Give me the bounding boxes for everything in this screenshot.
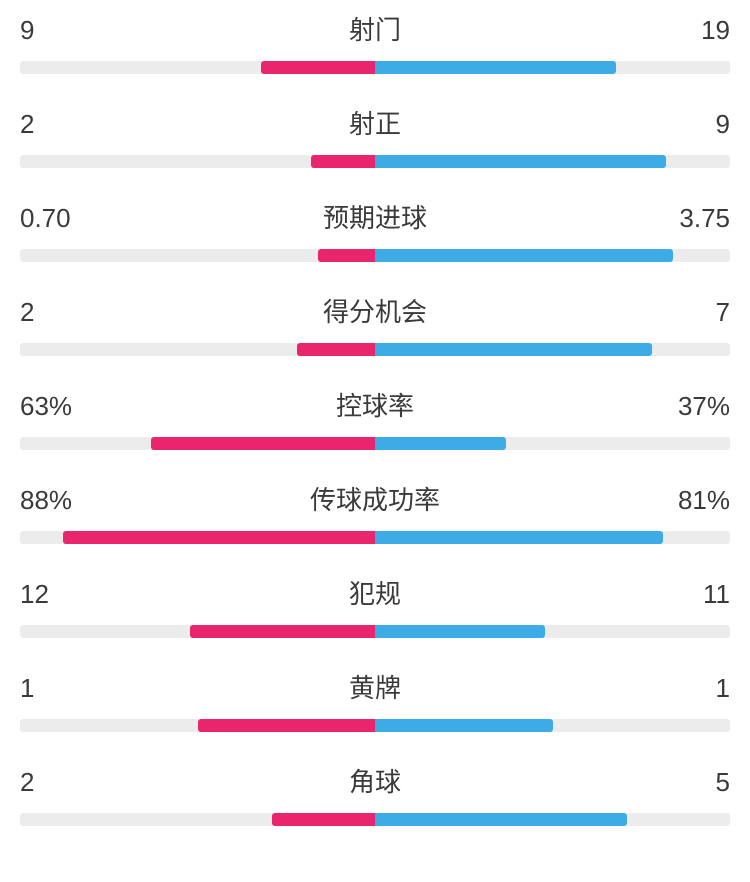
stat-label: 黄牌 (80, 668, 670, 705)
bar-fill-left (63, 531, 375, 544)
bar-fill-right (375, 531, 663, 544)
stat-label: 得分机会 (80, 292, 670, 329)
bar-fill-left (198, 719, 376, 732)
stat-value-right: 19 (670, 15, 730, 46)
stat-value-left: 0.70 (20, 203, 80, 234)
stat-value-left: 63% (20, 391, 80, 422)
stat-row: 1黄牌1 (20, 668, 730, 732)
stat-row: 88%传球成功率81% (20, 480, 730, 544)
bar-fill-right (375, 155, 666, 168)
stat-label: 角球 (80, 762, 670, 799)
stat-bar (20, 249, 730, 262)
bar-fill-right (375, 437, 506, 450)
stat-value-right: 11 (670, 579, 730, 610)
bar-fill-right (375, 343, 652, 356)
bar-fill-left (151, 437, 375, 450)
stat-value-right: 3.75 (670, 203, 730, 234)
stat-row: 2角球5 (20, 762, 730, 826)
stat-labels: 2得分机会7 (20, 292, 730, 329)
stat-label: 射门 (80, 10, 670, 47)
stat-labels: 12犯规11 (20, 574, 730, 611)
bar-fill-left (190, 625, 375, 638)
stat-label: 射正 (80, 104, 670, 141)
bar-fill-right (375, 249, 673, 262)
stat-value-left: 9 (20, 15, 80, 46)
bar-fill-right (375, 813, 627, 826)
stat-row: 9射门19 (20, 10, 730, 74)
bar-fill-right (375, 719, 553, 732)
match-stats-list: 9射门192射正90.70预期进球3.752得分机会763%控球率37%88%传… (20, 10, 730, 826)
stat-labels: 88%传球成功率81% (20, 480, 730, 517)
bar-fill-right (375, 625, 545, 638)
stat-value-right: 1 (670, 673, 730, 704)
bar-fill-left (261, 61, 375, 74)
stat-label: 预期进球 (80, 198, 670, 235)
stat-value-left: 2 (20, 109, 80, 140)
stat-row: 63%控球率37% (20, 386, 730, 450)
stat-labels: 2角球5 (20, 762, 730, 799)
bar-fill-left (297, 343, 375, 356)
stat-labels: 2射正9 (20, 104, 730, 141)
stat-bar (20, 61, 730, 74)
stat-labels: 0.70预期进球3.75 (20, 198, 730, 235)
bar-fill-right (375, 61, 616, 74)
stat-bar (20, 719, 730, 732)
bar-fill-left (311, 155, 375, 168)
stat-label: 犯规 (80, 574, 670, 611)
stat-label: 控球率 (80, 386, 670, 423)
stat-value-right: 9 (670, 109, 730, 140)
bar-fill-left (272, 813, 375, 826)
stat-label: 传球成功率 (80, 480, 670, 517)
stat-labels: 1黄牌1 (20, 668, 730, 705)
stat-value-right: 81% (670, 485, 730, 516)
stat-bar (20, 625, 730, 638)
stat-value-left: 2 (20, 297, 80, 328)
stat-labels: 9射门19 (20, 10, 730, 47)
stat-value-right: 5 (670, 767, 730, 798)
stat-value-right: 37% (670, 391, 730, 422)
stat-value-left: 88% (20, 485, 80, 516)
stat-row: 0.70预期进球3.75 (20, 198, 730, 262)
stat-bar (20, 343, 730, 356)
bar-fill-left (318, 249, 375, 262)
stat-bar (20, 155, 730, 168)
stat-bar (20, 437, 730, 450)
stat-value-left: 1 (20, 673, 80, 704)
stat-bar (20, 531, 730, 544)
stat-value-right: 7 (670, 297, 730, 328)
stat-bar (20, 813, 730, 826)
stat-row: 2得分机会7 (20, 292, 730, 356)
stat-value-left: 2 (20, 767, 80, 798)
stat-value-left: 12 (20, 579, 80, 610)
stat-row: 2射正9 (20, 104, 730, 168)
stat-labels: 63%控球率37% (20, 386, 730, 423)
stat-row: 12犯规11 (20, 574, 730, 638)
